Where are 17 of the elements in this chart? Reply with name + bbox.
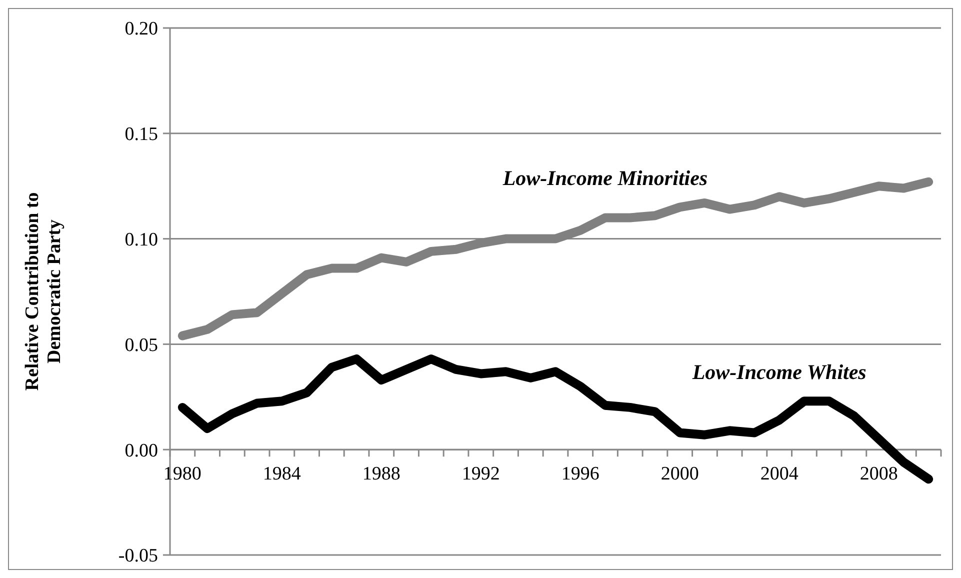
x-tick-label: 1996 <box>561 464 600 485</box>
x-tick-label: 2008 <box>860 464 898 485</box>
y-tick-label: 0.15 <box>124 124 158 146</box>
x-tick-label: 1984 <box>262 464 302 485</box>
y-tick-label: 0.10 <box>124 229 158 250</box>
x-tick-label: 2004 <box>760 464 799 485</box>
x-tick-label: 1980 <box>163 464 202 485</box>
x-tick-label: 1992 <box>462 464 500 485</box>
y-tick-label: -0.05 <box>118 546 158 567</box>
x-tick-label: 2000 <box>660 464 699 485</box>
y-axis-title: Relative Contribution to Democratic Party <box>22 192 65 391</box>
x-tick-label: 1988 <box>362 464 400 485</box>
series-label: Low-Income Whites <box>691 360 866 384</box>
y-tick-label: 0.20 <box>124 18 158 40</box>
series-label: Low-Income Minorities <box>502 166 708 190</box>
y-tick-label: 0.05 <box>124 334 158 356</box>
y-tick-label: 0.00 <box>124 440 158 462</box>
